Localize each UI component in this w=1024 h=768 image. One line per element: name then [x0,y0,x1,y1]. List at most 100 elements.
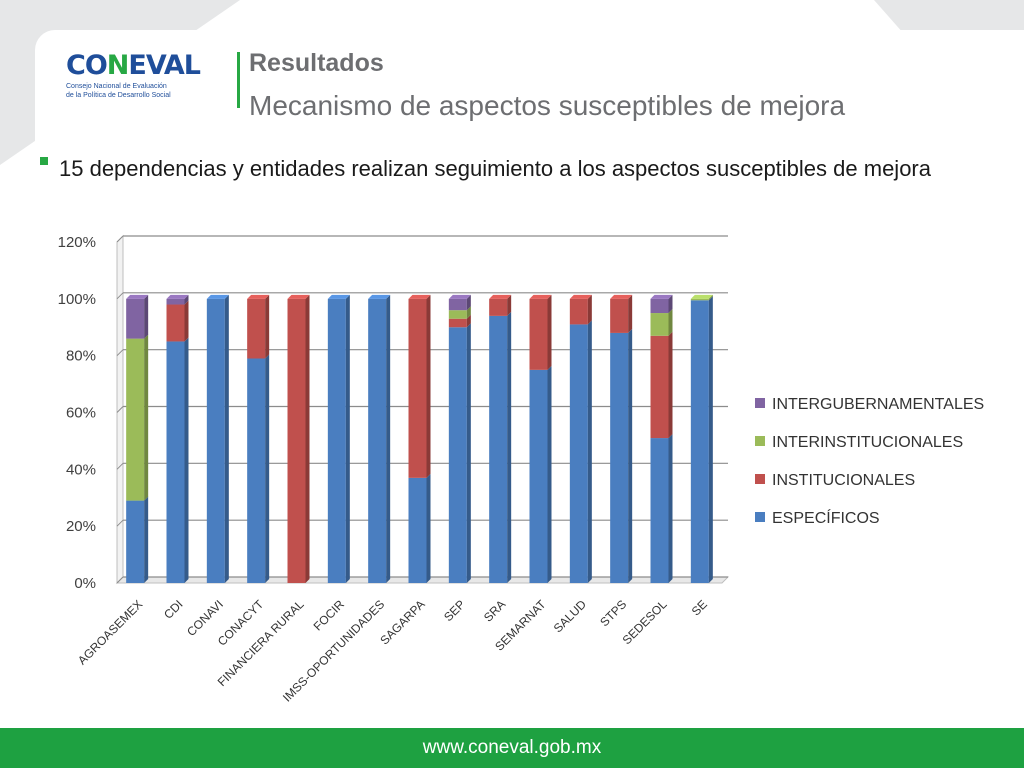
legend-label: ESPECÍFICOS [772,508,880,527]
bar-segment [690,300,709,583]
stacked-bar-chart: 0%20%40%60%80%100%120%AGROASEMEX CDICONAV… [58,234,985,705]
logo-tagline-2: de la Política de Desarrollo Social [66,92,171,99]
bar-segment [126,298,145,339]
bar-top [650,294,673,299]
title-divider [237,52,240,108]
bar-segment-side [668,434,673,583]
legend-swatch [755,436,765,446]
x-tick-label: SEP [441,597,468,624]
bar-segment-side [668,331,673,439]
y-tick-label: 60% [66,405,96,422]
y-tick-label: 40% [66,461,96,478]
bar-segment-side [466,314,471,328]
bar-segment-side [426,473,431,583]
bar-segment-side [305,294,310,583]
bullet-icon [40,157,48,165]
bar-segment-side [466,306,471,319]
legend-swatch [755,398,765,408]
bar-segment [448,318,467,328]
bar-segment-side [345,294,350,583]
bar-top [569,294,592,299]
bar-segment-side [466,323,471,583]
bar-segment [529,369,548,583]
bar-segment-side [668,309,673,336]
bar-segment-side [708,294,713,301]
legend-swatch [755,474,765,484]
bar-top [690,294,713,299]
gridline-depth [116,462,124,470]
page-subtitle: Mecanismo de aspectos susceptibles de me… [249,90,846,121]
bar-segment-side [587,294,592,325]
bar-segment [448,298,467,311]
bar-segment [448,327,467,583]
bar-segment-side [466,294,471,311]
bar-segment-side [184,337,189,583]
logo-wordmark: CONEVAL [66,50,201,81]
bar-segment [327,298,346,583]
bar-segment-side [184,300,189,342]
gridline-depth [116,235,124,243]
bar-top [166,294,189,299]
bar-segment [247,298,266,359]
bar-segment-side [507,294,512,316]
gridline-depth [116,292,124,300]
bar-segment [166,341,185,583]
bar-segment-side [224,294,229,583]
bar-segment-side [144,496,149,583]
bar-segment-side [587,320,592,583]
logo-tagline-1: Consejo Nacional de Evaluación [66,83,167,90]
bar-segment-side [547,294,552,370]
bar-segment [126,500,145,583]
bar-top [368,294,391,299]
bar-top [610,294,633,299]
bar-segment-side [547,365,552,583]
bar-top [126,294,149,299]
bar-segment-side [144,334,149,501]
bar-segment [650,438,669,583]
x-tick-label: STPS [597,597,629,629]
bar-segment [610,298,629,333]
legend-swatch [755,512,765,522]
bar-segment [206,298,225,583]
bar-top [408,294,431,299]
legend-label: INTERGUBERNAMENTALES [772,396,984,413]
bar-top [529,294,552,299]
bar-segment [650,313,669,336]
bar-segment [569,298,588,325]
gridline-depth [116,406,124,413]
y-tick-label: 0% [74,575,96,592]
bar-segment [489,315,508,583]
bar-segment [166,304,185,342]
bar-top [206,294,229,299]
footer-url[interactable]: www.coneval.gob.mx [0,728,1024,768]
decor-corner-right [874,0,1024,34]
bar-segment-side [386,294,391,583]
bar-segment [650,298,669,314]
legend-label: INSTITUCIONALES [772,472,915,489]
bar-segment-side [628,294,633,333]
bar-top [327,294,350,299]
bar-segment-side [426,294,431,478]
bar-top [247,294,270,299]
bar-segment [126,338,145,501]
x-tick-label: SE [689,597,710,618]
bar-segment-side [668,294,673,314]
bar-segment [287,298,306,583]
bar-segment [408,298,427,478]
y-tick-label: 20% [66,518,96,535]
bar-segment-side [507,311,512,583]
x-tick-label: CDI [161,597,186,622]
gridline-depth [116,576,124,584]
bar-top [489,294,512,299]
y-tick-label: 120% [58,234,96,251]
legend-label: INTERINSTITUCIONALES [772,434,963,451]
x-tick-label: AGROASEMEX [75,597,145,667]
bar-segment-side [265,294,270,359]
bar-segment [529,298,548,370]
bar-segment [247,358,266,583]
bar-top [287,294,310,299]
gridline-depth [116,349,124,357]
bar-segment [489,298,508,316]
bar-segment [368,298,387,583]
bullet-text: 15 dependencias y entidades realizan seg… [59,156,931,181]
